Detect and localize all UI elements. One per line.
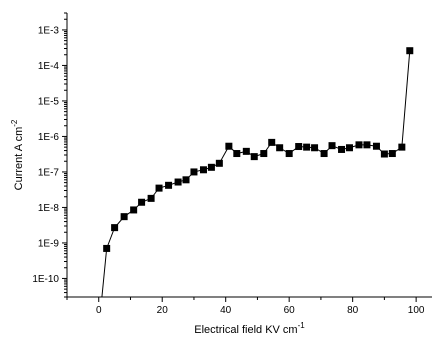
data-point bbox=[233, 150, 241, 158]
data-point bbox=[155, 184, 163, 192]
x-tick-label: 100 bbox=[408, 305, 425, 316]
y-tick-label: 1E-7 bbox=[38, 167, 60, 178]
data-point bbox=[120, 213, 128, 221]
data-point bbox=[190, 168, 198, 176]
data-point bbox=[328, 142, 336, 150]
x-tick-label: 40 bbox=[220, 305, 232, 316]
y-axis-ticks: 1E-10 1E-9 1E-8 1E-7 1E-6 1E-5 1E-4 1E-3 bbox=[32, 12, 67, 298]
data-point bbox=[363, 141, 371, 149]
y-tick-label: 1E-10 bbox=[32, 274, 59, 285]
data-point bbox=[276, 144, 284, 152]
data-point bbox=[303, 143, 311, 151]
data-series bbox=[101, 47, 414, 298]
data-point bbox=[268, 138, 276, 146]
data-point bbox=[182, 176, 190, 184]
data-point bbox=[380, 150, 388, 158]
data-point bbox=[398, 143, 406, 151]
data-point bbox=[165, 181, 173, 189]
data-point bbox=[147, 194, 155, 202]
data-point bbox=[311, 144, 319, 152]
x-tick-label: 60 bbox=[284, 305, 296, 316]
data-point bbox=[406, 47, 414, 55]
plot-frame bbox=[66, 13, 432, 298]
data-point bbox=[138, 198, 146, 206]
data-point bbox=[338, 145, 346, 153]
data-point bbox=[174, 178, 182, 186]
data-point bbox=[260, 150, 268, 158]
y-tick-label: 1E-6 bbox=[38, 132, 60, 143]
y-tick-label: 1E-8 bbox=[38, 203, 60, 214]
data-point bbox=[355, 141, 363, 149]
x-tick-label: 20 bbox=[157, 305, 169, 316]
data-point bbox=[103, 244, 111, 252]
data-point bbox=[111, 224, 119, 232]
data-point bbox=[345, 144, 353, 152]
data-point bbox=[225, 142, 233, 150]
data-point bbox=[250, 153, 258, 161]
series-line bbox=[101, 50, 411, 298]
data-point bbox=[207, 163, 215, 171]
y-tick-label: 1E-3 bbox=[38, 25, 60, 36]
data-point bbox=[295, 143, 303, 151]
x-axis-ticks: 0 20 40 60 80 100 bbox=[66, 297, 425, 316]
x-axis-label: Electrical field KV cm-1 bbox=[194, 321, 305, 336]
y-tick-label: 1E-5 bbox=[38, 96, 60, 107]
x-tick-label: 0 bbox=[96, 305, 102, 316]
data-point bbox=[130, 206, 138, 214]
data-point bbox=[388, 150, 396, 158]
data-point bbox=[199, 166, 207, 174]
data-point bbox=[285, 150, 293, 158]
y-tick-label: 1E-4 bbox=[38, 61, 60, 72]
y-tick-label: 1E-9 bbox=[38, 238, 60, 249]
data-point bbox=[372, 142, 380, 150]
x-tick-label: 80 bbox=[347, 305, 359, 316]
y-axis-label: Current A cm-2 bbox=[10, 119, 25, 190]
data-point bbox=[242, 147, 250, 155]
data-point bbox=[320, 150, 328, 158]
data-point bbox=[215, 159, 223, 167]
